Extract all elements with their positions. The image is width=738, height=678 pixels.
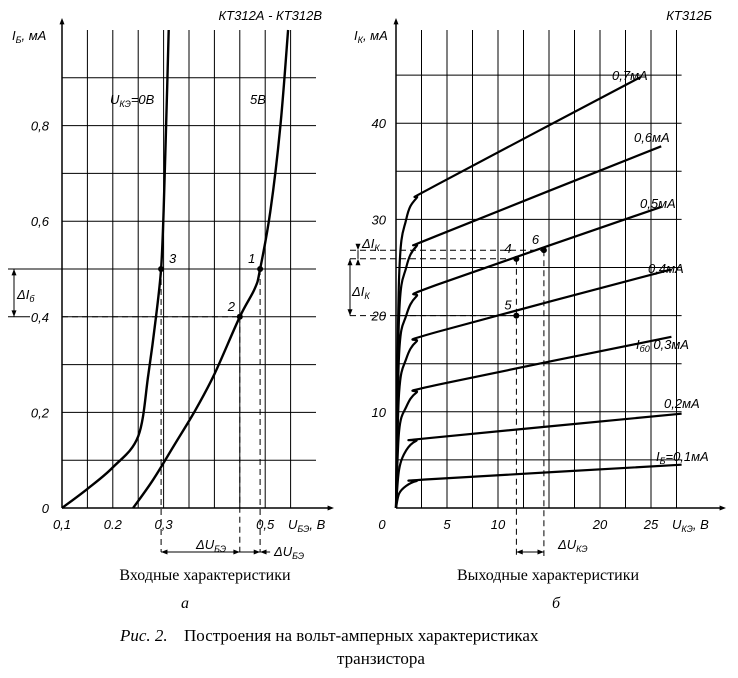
series-label-3: 0,4мА — [648, 261, 684, 276]
y-tick-label: 0,4 — [31, 310, 49, 325]
output-subtitle: Выходные характеристики — [457, 567, 640, 584]
point-label-1: 1 — [248, 251, 255, 266]
y-axis-arrow — [393, 18, 399, 25]
series-label-6: 0,7мА — [612, 68, 648, 83]
series-curve-1 — [394, 412, 682, 509]
point-5 — [513, 312, 520, 319]
delta-ube2-arrow-right — [233, 549, 240, 555]
output-letter: б — [552, 595, 561, 612]
delta-ube2-label: ΔUБЭ — [273, 544, 304, 561]
delta-ik1-label: ΔIК — [361, 236, 380, 253]
series-label-0: IБ=0,1мА — [656, 449, 709, 466]
point-label-6: 6 — [532, 232, 540, 247]
y-tick-label: 0,2 — [31, 405, 50, 420]
chart-title: КТ312А - КТ312В — [219, 8, 323, 23]
chart-title: КТ312Б — [666, 8, 712, 23]
y-tick-label: 40 — [372, 116, 387, 131]
y-axis-arrow — [59, 18, 65, 25]
x-tick-label: 0,1 — [53, 517, 71, 532]
caption-line-1: Построения на вольт-амперных характерист… — [184, 626, 539, 645]
delta-uke-label: ΔUКЭ — [557, 537, 588, 554]
y-tick-label: 10 — [372, 405, 387, 420]
delta-ik2-arrow-down — [347, 309, 353, 316]
y-axis-label: IБ, мА — [12, 28, 46, 45]
x-axis-arrow — [719, 505, 726, 511]
x-tick-label: 0.2 — [104, 517, 123, 532]
caption-prefix: Рис. 2. — [119, 626, 168, 645]
point-2 — [236, 313, 243, 320]
point-label-2: 2 — [227, 299, 236, 314]
delta-uke-arrow-right — [537, 549, 544, 555]
series-curve-0 — [394, 463, 682, 509]
delta-ib-arrow-up — [11, 269, 17, 276]
point-label-4: 4 — [504, 241, 511, 256]
point-6 — [540, 247, 547, 254]
series-label-1: 5В — [250, 92, 266, 107]
input-characteristics-chart: КТ312А - КТ312В IБ, мА UБЭ, В 0 0,2 0,4 0,6 0,8… — [8, 8, 334, 561]
x-tick-label: 5 — [443, 517, 451, 532]
input-letter: а — [181, 595, 189, 612]
series-curve-2 — [394, 335, 672, 509]
figure-captions: Входные характеристики а Выходные характ… — [119, 567, 639, 668]
point-4 — [513, 255, 520, 262]
point-label-5: 5 — [504, 298, 512, 313]
x-axis-label: UБЭ, В — [288, 517, 326, 534]
x-tick-label: 0 — [378, 517, 386, 532]
delta-ube2-arrow-left — [260, 549, 267, 555]
series-curve-1 — [132, 29, 290, 509]
series-label-1: 0,2мА — [664, 396, 700, 411]
series-label-0: UКЭ=0В — [110, 92, 155, 109]
series-curve-0 — [61, 29, 170, 509]
series-label-5: 0,6мА — [634, 130, 670, 145]
series-label-2: Iб0 0,3мА — [636, 337, 689, 354]
x-tick-label: 25 — [643, 517, 659, 532]
y-tick-label: 0,6 — [31, 214, 50, 229]
delta-ib-label: ΔIб — [16, 287, 35, 304]
x-tick-label: 20 — [592, 517, 608, 532]
y-axis-label: IК, мА — [354, 28, 388, 45]
caption-line-2: транзистора — [337, 649, 425, 668]
series-curve-5 — [394, 145, 662, 509]
point-label-3: 3 — [169, 251, 177, 266]
y-tick-label: 20 — [371, 309, 387, 324]
point-1 — [257, 266, 264, 272]
delta-ik1-arrow-up — [355, 258, 361, 266]
x-tick-label: 0,3 — [155, 517, 174, 532]
series-curve-6 — [394, 76, 642, 509]
delta-ube1-arrow-left — [161, 549, 168, 555]
y-tick-label: 30 — [372, 212, 387, 227]
series-curve-4 — [394, 205, 662, 509]
x-axis-arrow — [327, 505, 334, 511]
x-tick-label: 10 — [491, 517, 506, 532]
delta-uke-arrow-left — [516, 549, 523, 555]
x-tick-label: 0,5 — [256, 517, 275, 532]
point-3 — [158, 266, 165, 272]
y-tick-label: 0,8 — [31, 119, 50, 134]
delta-ib-arrow-down — [11, 310, 17, 317]
delta-ik1-arrow — [355, 243, 361, 251]
delta-ube1-label: ΔUБЭ — [195, 537, 226, 554]
delta-ube1-arrow-right — [253, 549, 261, 555]
y-tick-label: 0 — [42, 501, 50, 516]
output-characteristics-chart: КТ312Б IК, мА UКЭ, В 10 20 30 40 0 5 10 20 25 IБ=0,1… — [347, 8, 726, 556]
series-label-4: 0,5мА — [640, 196, 676, 211]
delta-ik2-arrow-up — [347, 258, 353, 266]
x-axis-label: UКЭ, В — [672, 517, 709, 534]
input-subtitle: Входные характеристики — [119, 567, 291, 584]
delta-ik2-label: ΔIК — [351, 284, 370, 301]
